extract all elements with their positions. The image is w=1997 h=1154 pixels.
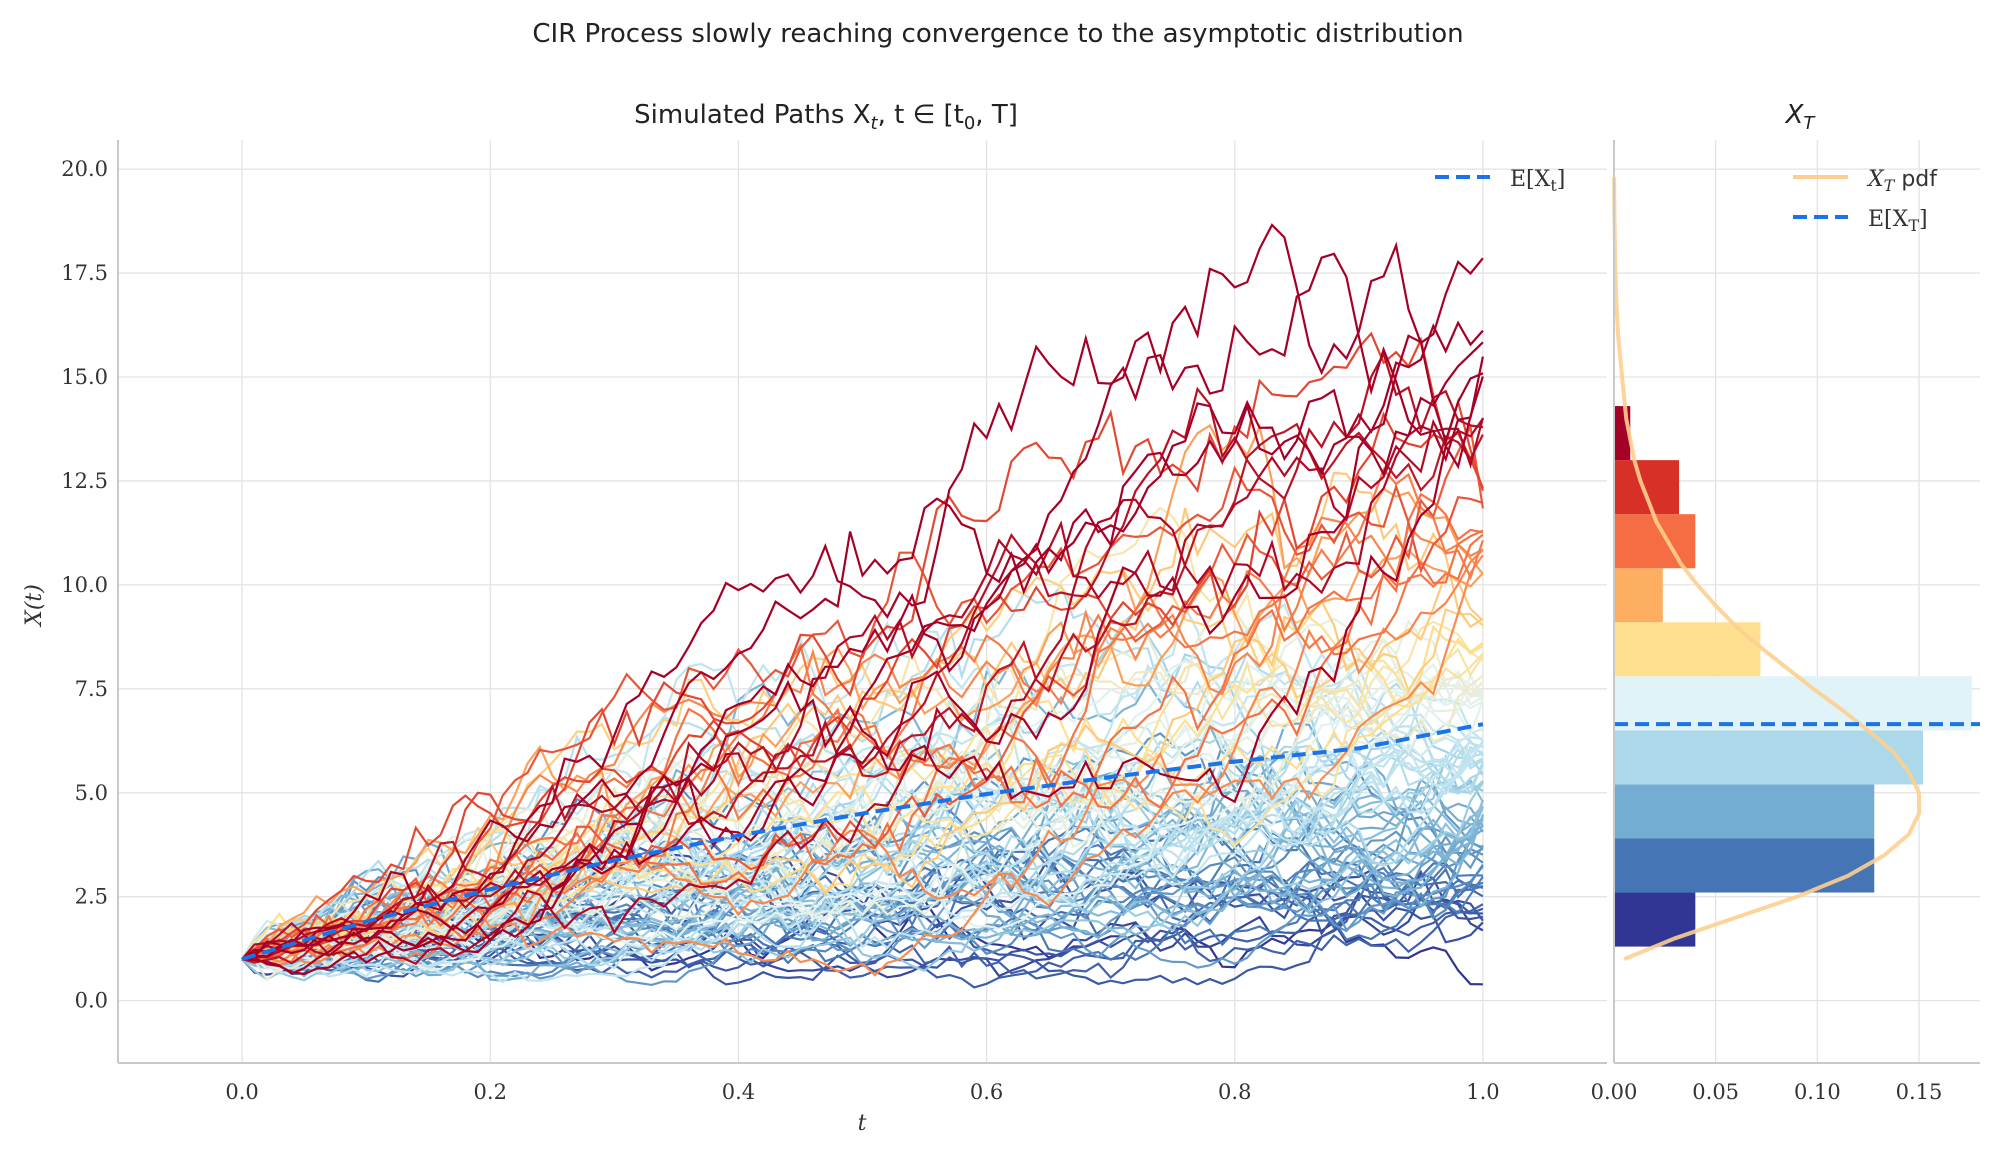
path-line [241, 376, 1484, 976]
x-tick-label: 0.8 [1218, 1080, 1251, 1104]
histogram-bar [1614, 838, 1875, 893]
y-tick-label: 5.0 [75, 781, 108, 805]
x-tick-label: 0.00 [1591, 1080, 1638, 1104]
x-tick-label: 0.10 [1794, 1080, 1841, 1104]
x-tick-label: 1.0 [1466, 1080, 1499, 1104]
x-tick-label: 0.0 [225, 1080, 258, 1104]
y-tick-label: 7.5 [75, 677, 108, 701]
path-line [241, 471, 1484, 960]
x-tick-label: 0.2 [474, 1080, 507, 1104]
path-line [241, 467, 1484, 962]
x-tick-label: 0.4 [722, 1080, 755, 1104]
path-line [241, 604, 1484, 960]
x-tick-label: 0.15 [1896, 1080, 1943, 1104]
paths-axes [117, 140, 1607, 1064]
y-tick-label: 2.5 [75, 885, 108, 909]
path-line [241, 741, 1484, 970]
path-line [241, 417, 1484, 966]
terminal-panel-title: XT [1784, 100, 1817, 134]
pdf-line [1612, 177, 1921, 961]
mean-line [241, 722, 1484, 962]
terminal-legend: XT pdf E[XT] [1793, 167, 1938, 235]
path-line [241, 331, 1484, 960]
path-line [241, 422, 1484, 965]
path-line [241, 423, 1484, 960]
histogram-bars [1614, 406, 1972, 947]
terminal-distribution-panel: XT 0.00 0.05 0.10 0.15 XT pdf E[XT] [1591, 100, 1980, 1104]
histogram-bar [1614, 514, 1696, 569]
y-tick-label: 12.5 [61, 469, 108, 493]
path-line [241, 568, 1484, 961]
path-line [241, 529, 1484, 961]
terminal-axes [1613, 140, 1980, 1064]
x-axis-label: t [858, 1111, 867, 1136]
histogram-bar [1614, 730, 1924, 785]
y-axis-label: X(t) [22, 584, 47, 628]
histogram-bar [1614, 622, 1761, 677]
x-tick-label: 0.6 [970, 1080, 1003, 1104]
legend-terminal-mean-label: E[XT] [1868, 207, 1928, 235]
histogram-bar [1614, 460, 1680, 515]
histogram-bar [1614, 784, 1875, 839]
paths-tick-labels: 0.0 0.2 0.4 0.6 0.8 1.0 0.0 2.5 5.0 7.5 10.0 12.5 15… [61, 157, 1499, 1104]
simulated-paths [241, 223, 1484, 989]
path-line [241, 658, 1484, 961]
terminal-tick-labels: 0.00 0.05 0.10 0.15 [1591, 1080, 1943, 1104]
path-line [241, 825, 1484, 982]
x-tick-label: 0.05 [1692, 1080, 1739, 1104]
path-line [241, 753, 1484, 982]
path-line [241, 549, 1484, 965]
figure-suptitle: CIR Process slowly reaching convergence … [532, 19, 1463, 49]
path-line [242, 671, 1484, 971]
y-tick-label: 10.0 [61, 573, 108, 597]
y-tick-label: 0.0 [75, 989, 108, 1013]
path-line [241, 729, 1484, 960]
path-line [242, 320, 1484, 975]
histogram-bar [1614, 892, 1696, 947]
path-line [241, 334, 1484, 961]
path-line [241, 624, 1484, 961]
histogram-bar [1614, 568, 1663, 623]
y-tick-label: 15.0 [61, 365, 108, 389]
histogram-bar [1614, 676, 1972, 731]
legend-mean-label: E[Xt] [1510, 167, 1565, 195]
paths-panel: Simulated Paths Xt, t ∈ [t0, T] 0.0 0.2 0.… [22, 100, 1607, 1136]
path-line [241, 602, 1484, 974]
y-tick-label: 20.0 [61, 157, 108, 181]
paths-legend: E[Xt] [1435, 167, 1565, 195]
y-tick-label: 17.5 [61, 261, 108, 285]
path-line [241, 252, 1484, 960]
legend-pdf-label: XT pdf [1866, 167, 1938, 195]
paths-panel-title: Simulated Paths Xt, t ∈ [t0, T] [634, 100, 1018, 134]
path-line [241, 341, 1484, 961]
